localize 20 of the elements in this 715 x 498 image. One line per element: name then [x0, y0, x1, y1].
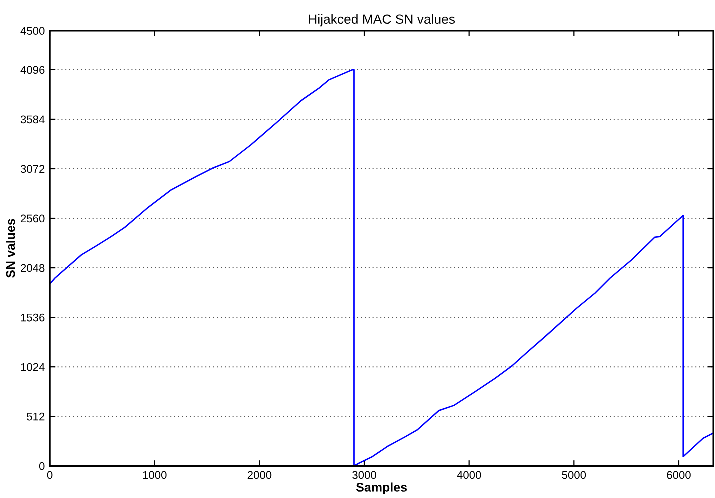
- y-tick-label: 4096: [20, 66, 45, 74]
- y-axis-title: SN values: [6, 219, 16, 278]
- y-tick-label: 512: [27, 412, 45, 421]
- y-tick-label: 1024: [21, 363, 45, 372]
- x-tick-label: 1000: [143, 471, 167, 480]
- y-tick-label: 3584: [20, 116, 45, 124]
- x-tick-label: 0: [47, 471, 53, 480]
- x-axis-title: Samples: [356, 482, 408, 494]
- y-tick-label: 4500: [20, 27, 45, 36]
- y-tick-label: 3072: [20, 165, 45, 174]
- x-tick-label: 4000: [457, 471, 482, 480]
- x-tick-label: 5000: [562, 471, 586, 480]
- y-tick-label: 0: [39, 462, 45, 470]
- y-tick-label: 1536: [21, 314, 45, 322]
- y-tick-label: 2048: [21, 264, 45, 272]
- y-tick-label: 2560: [21, 214, 45, 223]
- x-tick-label: 3000: [352, 471, 376, 480]
- x-tick-label: 2000: [248, 471, 272, 480]
- chart-title: Hijakced MAC SN values: [309, 14, 456, 27]
- x-tick-label: 6000: [667, 471, 691, 480]
